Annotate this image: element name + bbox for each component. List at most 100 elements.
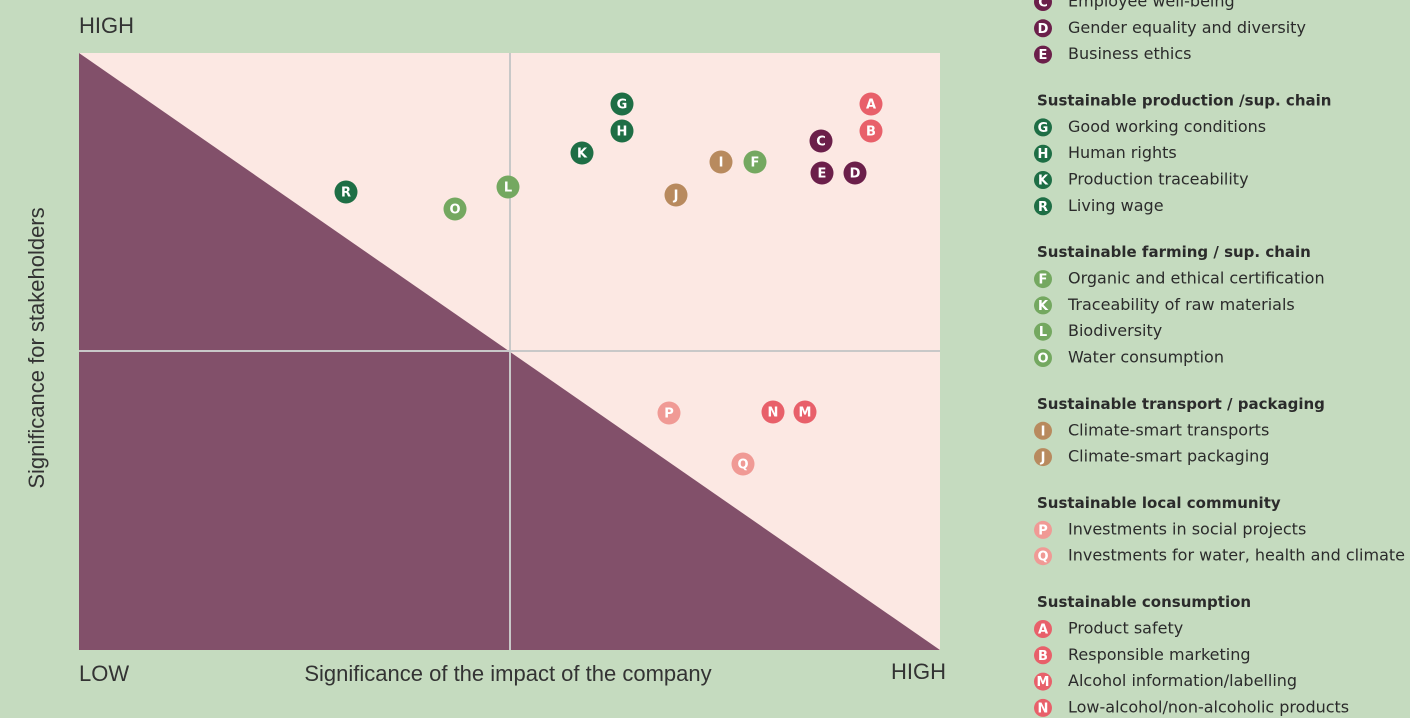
badge-letter: A — [866, 98, 876, 113]
badge-letter: P — [1038, 523, 1048, 538]
badge-letter: G — [1038, 121, 1049, 136]
badge — [1034, 0, 1052, 11]
badge — [570, 141, 594, 165]
badge-letter: E — [818, 167, 827, 182]
badge-letter: C — [816, 135, 826, 150]
badge — [443, 197, 467, 221]
badge-letter: K — [577, 147, 588, 162]
badge-letter: M — [799, 406, 812, 421]
legend-title: Sustainable local community — [1037, 494, 1281, 512]
badge-letter: Q — [737, 458, 748, 473]
badge-letter: O — [449, 203, 460, 218]
legend-text: Traceability of raw materials — [1067, 295, 1295, 314]
badge — [1034, 322, 1052, 341]
badge-letter: I — [1041, 424, 1046, 439]
badge-letter: N — [1038, 701, 1049, 716]
badge — [709, 150, 733, 174]
badge — [1034, 171, 1052, 189]
badge — [809, 129, 833, 153]
badge-letter: F — [751, 156, 760, 171]
badge — [1034, 672, 1052, 691]
legend-text: Product safety — [1068, 619, 1183, 638]
badge-letter: B — [866, 125, 876, 140]
badge-letter: D — [850, 167, 861, 182]
legend-title: Sustainable farming / sup. chain — [1037, 243, 1311, 261]
legend-text: Water consumption — [1068, 348, 1224, 367]
badge — [1034, 118, 1052, 137]
badge — [1034, 19, 1052, 38]
legend-text: Climate-smart transports — [1068, 420, 1269, 439]
badge — [843, 161, 867, 185]
legend-text: Organic and ethical certification — [1068, 269, 1325, 288]
x-label: Significance of the impact of the compan… — [304, 661, 711, 686]
badge-letter: I — [719, 156, 724, 171]
legend-text: Human rights — [1068, 143, 1177, 162]
badge-letter: R — [1038, 200, 1048, 215]
badge — [1034, 646, 1052, 665]
legend-text: Good working conditions — [1068, 117, 1266, 136]
badge — [761, 400, 785, 424]
x-high: HIGH — [891, 659, 946, 684]
legend-text: Alcohol information/labelling — [1068, 671, 1297, 690]
badge — [1034, 45, 1052, 64]
badge-letter: M — [1037, 675, 1050, 690]
y-high: HIGH — [79, 13, 134, 38]
badge-letter: L — [1039, 325, 1047, 340]
legend-text: Employee well-being — [1068, 0, 1235, 11]
badge — [610, 119, 634, 143]
legend-text: Gender equality and diversity — [1068, 18, 1306, 37]
badge-letter: G — [617, 98, 628, 113]
badge — [1034, 620, 1052, 638]
badge — [1034, 520, 1052, 539]
badge — [859, 92, 883, 116]
badge — [1034, 421, 1052, 440]
legend-title: Sustainable consumption — [1037, 593, 1251, 611]
badge-letter: K — [1038, 174, 1049, 189]
x-low: LOW — [79, 661, 129, 686]
badge-letter: J — [673, 189, 679, 204]
badge-letter: K — [1038, 299, 1049, 314]
badge — [1034, 698, 1052, 717]
badge — [664, 183, 688, 207]
legend-text: Living wage — [1068, 196, 1164, 215]
legend-text: Climate-smart packaging — [1068, 447, 1269, 466]
badge-letter: H — [617, 125, 628, 140]
badge-letter: P — [664, 407, 674, 422]
badge — [1034, 547, 1052, 566]
y-label: Significance for stakeholders — [24, 207, 49, 488]
badge-letter: J — [1040, 451, 1046, 466]
badge — [731, 452, 755, 476]
legend-text: Responsible marketing — [1068, 645, 1251, 664]
badge — [657, 401, 681, 425]
badge-letter: L — [504, 181, 512, 196]
badge — [743, 150, 767, 174]
badge — [859, 119, 883, 143]
badge — [1034, 270, 1052, 289]
legend-title: Sustainable transport / packaging — [1037, 395, 1325, 413]
legend-text: Production traceability — [1068, 170, 1249, 189]
badge-letter: B — [1038, 649, 1048, 664]
badge — [610, 92, 634, 116]
badge-letter: E — [1039, 48, 1048, 63]
badge — [810, 161, 834, 185]
badge-letter: R — [341, 186, 351, 201]
badge — [1034, 144, 1052, 163]
badge-letter: Q — [1037, 550, 1048, 565]
legend-text: Investments in social projects — [1068, 519, 1306, 538]
legend-text: Biodiversity — [1068, 321, 1162, 340]
badge — [1034, 296, 1052, 315]
badge — [1034, 197, 1052, 216]
badge-letter: N — [768, 406, 779, 421]
badge — [334, 180, 358, 204]
badge-letter: O — [1037, 352, 1048, 367]
badge — [1034, 448, 1052, 467]
legend-text: Business ethics — [1068, 44, 1191, 63]
badge-letter: A — [1038, 623, 1048, 638]
legend-text: Low-alcohol/non-alcoholic products — [1068, 697, 1349, 716]
legend-text: Investments for water, health and climat… — [1068, 546, 1405, 565]
badge-letter: H — [1038, 147, 1049, 162]
legend-title: Sustainable production /sup. chain — [1037, 91, 1331, 109]
badge-letter: C — [1038, 0, 1048, 11]
badge-letter: F — [1039, 273, 1048, 288]
